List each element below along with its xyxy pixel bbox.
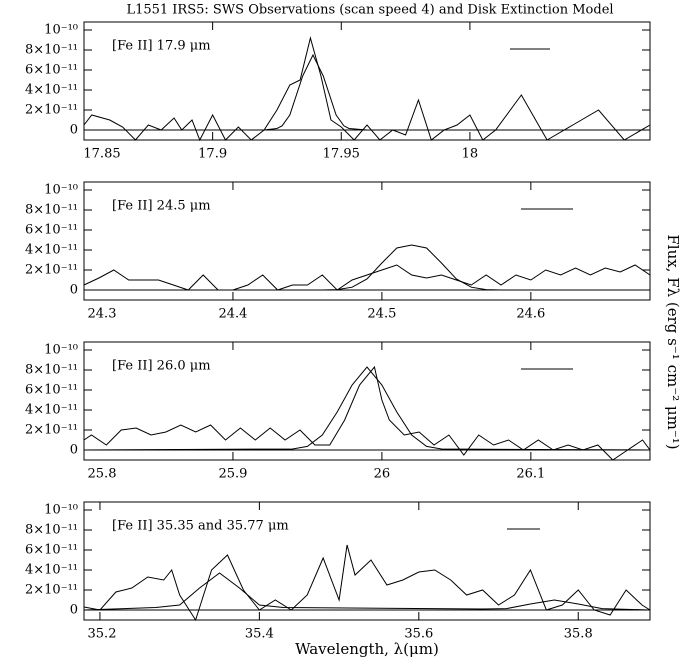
y-tick-label: 2×10⁻¹¹ [25, 423, 78, 438]
x-tick-label: 26 [374, 467, 391, 482]
x-tick-label: 25.9 [218, 467, 247, 482]
panel-label: [Fe II] 26.0 μm [112, 359, 211, 374]
x-tick-label: 24.6 [516, 307, 545, 322]
model-line [83, 366, 651, 451]
y-tick-label: 0 [70, 443, 78, 458]
plot-frame [83, 181, 651, 301]
y-tick-label: 6×10⁻¹¹ [25, 63, 78, 78]
y-tick-label: 6×10⁻¹¹ [25, 223, 78, 238]
x-tick-label: 35.8 [564, 627, 593, 642]
y-tick-label: 0 [70, 123, 78, 138]
y-tick-label: 2×10⁻¹¹ [25, 263, 78, 278]
x-tick-label: 17.95 [323, 147, 360, 162]
x-tick-label: 35.6 [404, 627, 433, 642]
y-tick-label: 8×10⁻¹¹ [25, 203, 78, 218]
y-tick-label: 6×10⁻¹¹ [25, 543, 78, 558]
y-axis-label: Flux, Fλ (erg s⁻¹ cm⁻² μm⁻¹) [664, 234, 682, 449]
x-tick-label: 24.3 [88, 307, 117, 322]
model-line [84, 244, 650, 291]
x-axis-label: Wavelength, λ(μm) [295, 640, 439, 658]
y-tick-label: 2×10⁻¹¹ [25, 103, 78, 118]
observed-line [83, 264, 651, 291]
y-tick-label: 6×10⁻¹¹ [25, 383, 78, 398]
x-tick-label: 24.4 [218, 307, 247, 322]
panel-label: [Fe II] 24.5 μm [112, 199, 211, 214]
observed-line [83, 36, 651, 142]
y-tick-label: 8×10⁻¹¹ [25, 363, 78, 378]
model-line [84, 53, 650, 131]
y-tick-label: 4×10⁻¹¹ [25, 563, 78, 578]
y-tick-label: 4×10⁻¹¹ [25, 243, 78, 258]
y-tick-label: 8×10⁻¹¹ [25, 523, 78, 538]
x-tick-label: 35.4 [245, 627, 274, 642]
y-tick-label: 10⁻¹⁰ [44, 23, 78, 38]
observed-line [83, 544, 651, 622]
x-tick-label: 25.8 [88, 467, 117, 482]
panel-label: [Fe II] 35.35 and 35.77 μm [112, 519, 289, 534]
observed-line [83, 365, 651, 461]
y-tick-label: 0 [70, 603, 78, 618]
y-tick-label: 0 [70, 283, 78, 298]
x-tick-label: 24.5 [367, 307, 396, 322]
y-tick-label: 10⁻¹⁰ [44, 183, 78, 198]
plot-frame [83, 501, 651, 621]
y-tick-label: 10⁻¹⁰ [44, 503, 78, 518]
y-tick-label: 4×10⁻¹¹ [25, 403, 78, 418]
y-tick-label: 4×10⁻¹¹ [25, 83, 78, 98]
x-tick-label: 17.9 [198, 147, 227, 162]
plot-frame [83, 341, 651, 461]
x-tick-label: 18 [462, 147, 479, 162]
x-tick-label: 35.2 [88, 627, 117, 642]
model-line [83, 572, 651, 611]
y-tick-label: 10⁻¹⁰ [44, 343, 78, 358]
x-tick-label: 26.1 [516, 467, 545, 482]
x-tick-label: 17.85 [83, 147, 120, 162]
chart-title: L1551 IRS5: SWS Observations (scan speed… [126, 3, 613, 18]
plot-frame [83, 21, 651, 141]
panel-label: [Fe II] 17.9 μm [112, 39, 211, 54]
y-tick-label: 2×10⁻¹¹ [25, 583, 78, 598]
y-tick-label: 8×10⁻¹¹ [25, 43, 78, 58]
